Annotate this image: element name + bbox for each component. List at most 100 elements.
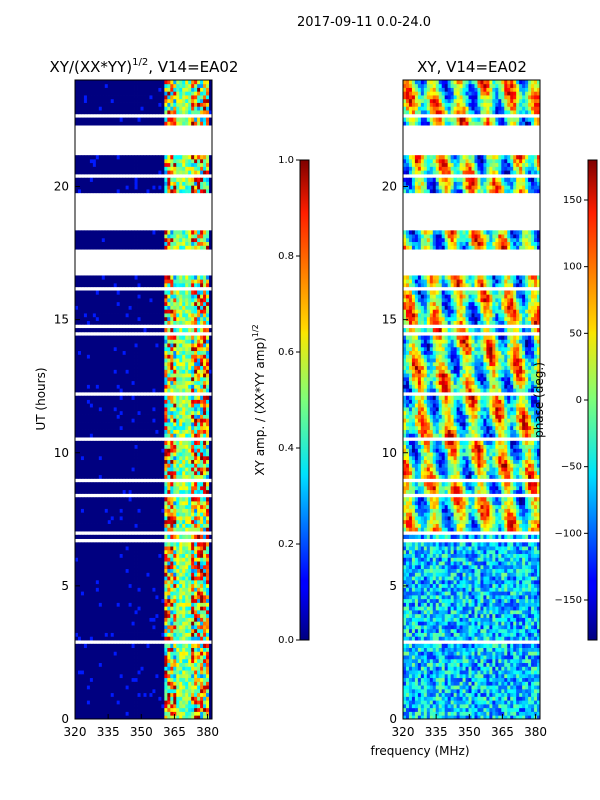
heatmap-cell <box>209 609 213 615</box>
heatmap-cell <box>146 606 150 611</box>
heatmap-cell <box>143 681 147 686</box>
heatmap-cell <box>92 549 97 555</box>
heatmap-cell <box>152 576 156 581</box>
heatmap-cell <box>149 459 153 464</box>
heatmap-cell <box>155 358 159 363</box>
heatmap-cell <box>167 568 171 573</box>
heatmap-cell <box>89 418 94 423</box>
heatmap-cell <box>137 561 141 566</box>
heatmap-cell <box>83 591 88 596</box>
heatmap-cell <box>98 489 103 494</box>
heatmap-cell <box>152 583 156 588</box>
heatmap-cell <box>155 346 159 352</box>
heatmap-cell <box>161 403 165 408</box>
heatmap-cell <box>128 516 132 521</box>
heatmap-cell <box>167 309 171 314</box>
heatmap-cell <box>98 572 103 577</box>
heatmap-cell <box>110 700 115 705</box>
heatmap-cell <box>209 282 213 288</box>
heatmap-cell <box>137 681 141 686</box>
heatmap-cell <box>131 703 135 709</box>
heatmap-cell <box>149 339 153 344</box>
heatmap-cell <box>101 504 106 509</box>
heatmap-cell <box>179 647 183 652</box>
heatmap-cell <box>143 482 147 487</box>
heatmap-cell <box>86 440 91 446</box>
heatmap-cell <box>203 583 207 588</box>
heatmap-cell <box>179 425 183 430</box>
heatmap-cell <box>110 365 115 370</box>
heatmap-cell <box>113 467 118 472</box>
heatmap-cell <box>92 628 97 633</box>
heatmap-cell <box>185 527 189 532</box>
heatmap-cell <box>182 463 186 468</box>
heatmap-cell <box>101 422 106 427</box>
heatmap-cell <box>197 670 201 675</box>
heatmap-cell <box>185 662 189 667</box>
heatmap-cell <box>143 418 147 423</box>
heatmap-cell <box>152 407 156 412</box>
heatmap-cell <box>122 440 127 446</box>
heatmap-cell <box>176 512 180 517</box>
heatmap-cell <box>104 512 109 517</box>
heatmap-cell <box>80 549 85 555</box>
heatmap-cell <box>152 425 156 430</box>
heatmap-cell <box>119 418 124 423</box>
heatmap-cell <box>185 380 189 385</box>
heatmap-cell <box>149 553 153 558</box>
heatmap-cell <box>101 546 106 551</box>
heatmap-cell <box>158 384 162 389</box>
heatmap-cell <box>155 591 159 596</box>
heatmap-cell <box>152 309 156 314</box>
heatmap-cell <box>152 384 156 389</box>
heatmap-cell <box>155 568 159 573</box>
heatmap-cell <box>185 621 189 626</box>
heatmap-cell <box>155 444 159 449</box>
heatmap-cell <box>80 711 85 716</box>
heatmap-cell <box>116 373 121 378</box>
heatmap-cell <box>179 320 183 325</box>
heatmap-cell <box>101 407 106 412</box>
heatmap-cell <box>86 433 91 438</box>
heatmap-cell <box>125 410 130 415</box>
heatmap-cell <box>203 467 207 472</box>
heatmap-cell <box>107 467 112 472</box>
heatmap-cell <box>77 301 82 306</box>
heatmap-cell <box>206 606 210 611</box>
heatmap-cell <box>75 568 79 573</box>
heatmap-cell <box>194 313 198 318</box>
heatmap-cell <box>128 500 132 506</box>
heatmap-cell <box>179 313 183 318</box>
heatmap-cell <box>188 508 192 513</box>
heatmap-cell <box>173 282 177 288</box>
heatmap-cell <box>179 305 183 310</box>
heatmap-cell <box>155 395 159 400</box>
heatmap-cell <box>173 715 177 720</box>
heatmap-cell <box>89 282 94 288</box>
heatmap-cell <box>80 632 85 637</box>
heatmap-cell <box>158 628 162 633</box>
heatmap-cell <box>116 707 121 712</box>
heatmap-cell <box>173 677 177 682</box>
heatmap-cell <box>197 463 201 468</box>
heatmap-cell <box>119 625 124 630</box>
heatmap-cell <box>200 305 204 310</box>
heatmap-cell <box>134 688 138 694</box>
heatmap-cell <box>179 463 183 468</box>
heatmap-cell <box>176 414 180 419</box>
heatmap-cell <box>134 350 138 355</box>
heatmap-cell <box>119 512 124 517</box>
heatmap-cell <box>176 282 180 288</box>
heatmap-cell <box>167 497 171 502</box>
heatmap-cell <box>131 636 135 641</box>
heatmap-cell <box>80 407 85 412</box>
heatmap-cell <box>161 489 165 494</box>
heatmap-cell <box>143 617 147 622</box>
heatmap-cell <box>86 316 91 321</box>
heatmap-cell <box>146 613 150 618</box>
heatmap-cell <box>125 373 130 378</box>
heatmap-cell <box>173 681 177 686</box>
heatmap-cell <box>75 354 79 359</box>
heatmap-cell <box>182 305 186 310</box>
heatmap-cell <box>125 275 130 280</box>
